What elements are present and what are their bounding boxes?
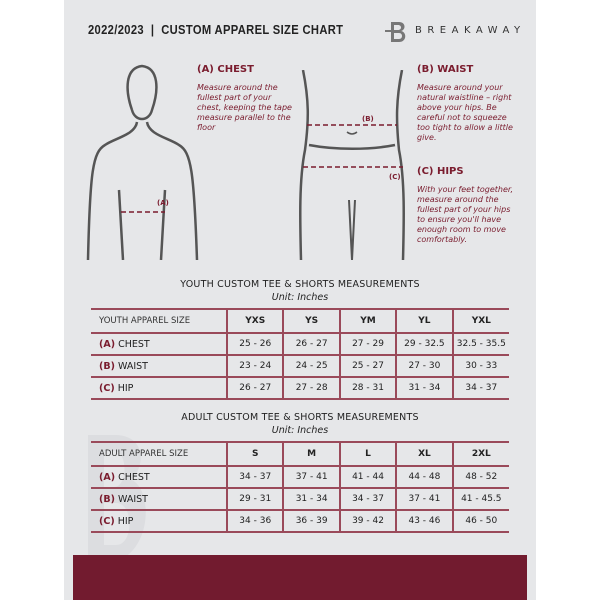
cell: 29 - 32.5: [395, 332, 453, 356]
cell: 46 - 50: [451, 509, 509, 533]
waist-title: (B) WAIST: [417, 64, 474, 75]
cell: 39 - 42: [338, 509, 397, 533]
table-row: (A) CHEST 25 - 26 26 - 27 27 - 29 29 - 32.5 3…: [91, 332, 509, 356]
cell: 41 - 44: [338, 465, 397, 489]
table-row: (C) HIP 26 - 27 27 - 28 28 - 31 31 - 34 34 - …: [91, 376, 509, 400]
chest-description: Measure around the fullest part of your …: [197, 83, 292, 132]
size-header: YXS: [226, 308, 284, 334]
cell: 25 - 26: [226, 332, 284, 356]
cell: 43 - 46: [395, 509, 453, 533]
size-header: S: [226, 441, 284, 467]
table-row: (B) WAIST 29 - 31 31 - 34 34 - 37 37 - 41 41 …: [91, 487, 509, 511]
cell: 37 - 41: [395, 487, 453, 511]
row-label: (B) WAIST: [91, 354, 228, 378]
chest-marker-label: (A): [157, 199, 169, 207]
adult-header-label: ADULT APPAREL SIZE: [91, 441, 228, 467]
cell: 41 - 45.5: [451, 487, 509, 511]
breakaway-logo-icon: [385, 22, 406, 42]
table-row: (C) HIP 34 - 36 36 - 39 39 - 42 43 - 46 46 - …: [91, 509, 509, 533]
size-header: L: [338, 441, 397, 467]
size-header: YM: [338, 308, 397, 334]
cell: 48 - 52: [451, 465, 509, 489]
cell: 26 - 27: [282, 332, 340, 356]
cell: 32.5 - 35.5: [451, 332, 509, 356]
row-label: (C) HIP: [91, 376, 228, 400]
youth-section-title: YOUTH CUSTOM TEE & SHORTS MEASUREMENTS: [180, 279, 420, 290]
footer-band: [73, 555, 527, 600]
size-header: YS: [282, 308, 340, 334]
size-header: 2XL: [451, 441, 509, 467]
cell: 23 - 24: [226, 354, 284, 378]
row-label: (B) WAIST: [91, 487, 228, 511]
cell: 34 - 37: [338, 487, 397, 511]
cell: 31 - 34: [395, 376, 453, 400]
cell: 24 - 25: [282, 354, 340, 378]
cell: 37 - 41: [282, 465, 340, 489]
size-header: M: [282, 441, 340, 467]
cell: 28 - 31: [338, 376, 397, 400]
row-label: (A) CHEST: [91, 332, 228, 356]
row-label: (A) CHEST: [91, 465, 228, 489]
adult-unit: Unit: Inches: [271, 425, 329, 436]
cell: 29 - 31: [226, 487, 284, 511]
chest-title: (A) CHEST: [197, 64, 254, 75]
brand-name: BREAKAWAY: [415, 25, 526, 36]
table-row: (B) WAIST 23 - 24 24 - 25 25 - 27 27 - 30 30 …: [91, 354, 509, 378]
cell: 36 - 39: [282, 509, 340, 533]
cell: 26 - 27: [226, 376, 284, 400]
size-header: YXL: [451, 308, 509, 334]
youth-unit: Unit: Inches: [271, 292, 329, 303]
table-row: (A) CHEST 34 - 37 37 - 41 41 - 44 44 - 48 48 …: [91, 465, 509, 489]
waist-marker-label: (B): [362, 115, 374, 123]
youth-size-table: YOUTH APPAREL SIZE YXS YS YM YL YXL (A) …: [91, 308, 509, 400]
row-label: (C) HIP: [91, 509, 228, 533]
size-header: XL: [395, 441, 453, 467]
cell: 25 - 27: [338, 354, 397, 378]
upper-body-figure: [86, 64, 199, 260]
cell: 27 - 29: [338, 332, 397, 356]
hips-marker-label: (C): [389, 173, 401, 181]
cell: 34 - 36: [226, 509, 284, 533]
adult-section-title: ADULT CUSTOM TEE & SHORTS MEASUREMENTS: [181, 412, 419, 423]
hips-description: With your feet together, measure around …: [417, 185, 514, 244]
cell: 27 - 30: [395, 354, 453, 378]
table-header-row: ADULT APPAREL SIZE S M L XL 2XL: [91, 441, 509, 467]
adult-size-table: ADULT APPAREL SIZE S M L XL 2XL (A) CHES…: [91, 441, 509, 533]
cell: 30 - 33: [451, 354, 509, 378]
page-title: 2022/2023 | CUSTOM APPAREL SIZE CHART: [88, 22, 344, 37]
cell: 34 - 37: [451, 376, 509, 400]
cell: 27 - 28: [282, 376, 340, 400]
hips-title: (C) HIPS: [417, 166, 464, 177]
lower-body-figure: [298, 70, 406, 260]
cell: 31 - 34: [282, 487, 340, 511]
table-header-row: YOUTH APPAREL SIZE YXS YS YM YL YXL: [91, 308, 509, 334]
waist-description: Measure around your natural waistline – …: [417, 83, 513, 142]
youth-header-label: YOUTH APPAREL SIZE: [91, 308, 228, 334]
cell: 34 - 37: [226, 465, 284, 489]
size-header: YL: [395, 308, 453, 334]
cell: 44 - 48: [395, 465, 453, 489]
